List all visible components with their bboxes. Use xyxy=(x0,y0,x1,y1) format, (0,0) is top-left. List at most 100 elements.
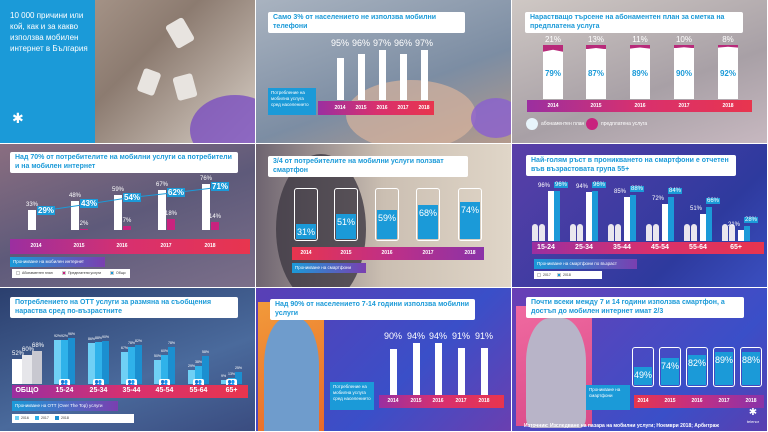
person-icon xyxy=(608,224,614,241)
telenor-logo-icon: ✱ xyxy=(12,110,24,126)
legend-swatch xyxy=(15,416,19,420)
people-icon: 👥 xyxy=(193,379,204,387)
panel-ott: Потреблението на OTT услуги за размяна н… xyxy=(0,288,255,431)
data-label-prepaid: 10% xyxy=(675,35,692,44)
chart-caption: Потребление на мобилна услуга сред насел… xyxy=(330,382,374,410)
data-label-2018: 58% xyxy=(202,350,210,355)
chart-title: Почти всеки между 7 и 14 години използва… xyxy=(526,297,744,318)
category-label: 2016 xyxy=(116,243,128,249)
legend-label: 2018 xyxy=(563,273,571,277)
data-label-prepaid: 8% xyxy=(722,35,734,44)
data-label-2018: 68% xyxy=(32,343,45,350)
data-label-prepaid: 7% xyxy=(122,217,132,224)
bar-2016 xyxy=(121,351,128,384)
data-label: 74% xyxy=(460,205,479,215)
people-icon: 👥 xyxy=(93,379,104,387)
category-label: 45-54 xyxy=(155,387,174,394)
category-label: 2014 xyxy=(334,104,346,111)
bar-2017 xyxy=(22,355,32,384)
data-label-2017: 92% xyxy=(61,333,69,338)
bar-2017 xyxy=(700,214,706,241)
legend-label: 2017 xyxy=(543,273,551,277)
data-label-subscription: 67% xyxy=(155,181,168,188)
data-label-2018: 82% xyxy=(135,338,143,343)
category-label: 2016 xyxy=(432,398,444,404)
panel-subscription: Нарастващо търсене на абонаментен план з… xyxy=(512,0,767,143)
people-icon: 👥 xyxy=(159,379,170,387)
bar-2016 xyxy=(188,370,195,384)
phone-outline xyxy=(632,347,654,387)
bar-2017 xyxy=(128,346,135,384)
chart-title: 3/4 от потребителите на мобилни услуги п… xyxy=(268,156,468,177)
legend-label: Общо xyxy=(116,271,126,275)
bar-prepaid xyxy=(543,45,563,52)
person-icon xyxy=(570,224,576,241)
category-strip xyxy=(318,101,434,115)
data-label-2017: 60% xyxy=(161,349,169,354)
bar-prepaid xyxy=(586,45,606,50)
legend-swatch xyxy=(537,273,541,277)
legend-label: Предплатени услуги xyxy=(68,271,102,275)
panel-smartphone-age: Най-голям ръст в проникването на смартфо… xyxy=(512,144,767,287)
chart-caption: Проникване на OTT (Over The Top) услуги xyxy=(12,401,118,411)
person-icon xyxy=(729,224,735,241)
category-strip xyxy=(12,385,248,398)
category-label: ОБЩО xyxy=(15,387,39,394)
phone-fill xyxy=(418,205,438,239)
data-label-2017: 85% xyxy=(613,188,626,195)
legend-label: Абонаментен план xyxy=(22,271,53,275)
phone-outline xyxy=(740,347,762,387)
data-label-2016: 86% xyxy=(88,336,96,341)
phone-outline xyxy=(334,188,358,241)
data-label-prepaid: 14% xyxy=(208,213,221,220)
legend-box xyxy=(12,414,134,423)
data-label-2016: 67% xyxy=(121,345,129,350)
category-strip xyxy=(379,395,504,408)
person-icon xyxy=(691,224,697,241)
category-strip xyxy=(634,395,764,408)
bar-2017 xyxy=(738,230,744,241)
data-label-total: 71% xyxy=(211,182,230,192)
phone-outline xyxy=(659,347,681,387)
category-label: 65+ xyxy=(225,387,238,394)
category-label: 2016 xyxy=(634,102,646,109)
data-label-2017: 51% xyxy=(689,206,702,213)
intro-panel: 10 000 причини или кой, как и за какво и… xyxy=(0,0,255,143)
panel-kids-mobile: Над 90% от населението 7-14 години изпол… xyxy=(256,288,511,431)
data-label: 96% xyxy=(351,38,370,48)
phone-outline xyxy=(686,347,708,387)
phone-outline xyxy=(713,347,735,387)
legend-swatch xyxy=(16,271,20,275)
legend-label: 2017 xyxy=(41,416,49,420)
data-label-total: 62% xyxy=(167,187,186,197)
data-label-2017: 60% xyxy=(22,347,35,354)
data-label: 68% xyxy=(418,208,437,218)
bar-2017 xyxy=(586,192,592,241)
bar-subscription xyxy=(674,45,694,99)
data-label-subscription: 90% xyxy=(675,69,692,78)
bar-2017 xyxy=(195,365,202,384)
person-icon xyxy=(539,224,545,241)
chart-caption: Проникване на смартфони xyxy=(292,263,366,273)
bar-subscription xyxy=(71,201,79,230)
bar xyxy=(378,50,386,100)
bar-prepaid xyxy=(123,225,131,230)
data-label-2017: 96% xyxy=(537,183,550,190)
bar-2017 xyxy=(61,339,68,384)
chart-caption: Проникване на смартфони xyxy=(586,385,630,410)
photo-girl-figure xyxy=(526,318,586,428)
category-label: 2015 xyxy=(590,102,602,109)
category-label: 2015 xyxy=(410,398,422,404)
category-strip xyxy=(532,242,764,254)
data-label-2016: 50% xyxy=(154,354,162,358)
photo-boy-figure xyxy=(264,318,319,431)
bar-2018 xyxy=(102,340,109,384)
bar xyxy=(412,343,420,395)
category-label: 25-34 xyxy=(575,243,593,251)
data-label-2018: 96% xyxy=(554,182,569,189)
data-label-2017: 72% xyxy=(651,195,664,202)
people-icon: 👥 xyxy=(226,379,237,387)
person-icon xyxy=(615,224,621,241)
bar-subscription xyxy=(586,45,606,99)
legend-label: 2016 xyxy=(21,416,29,420)
